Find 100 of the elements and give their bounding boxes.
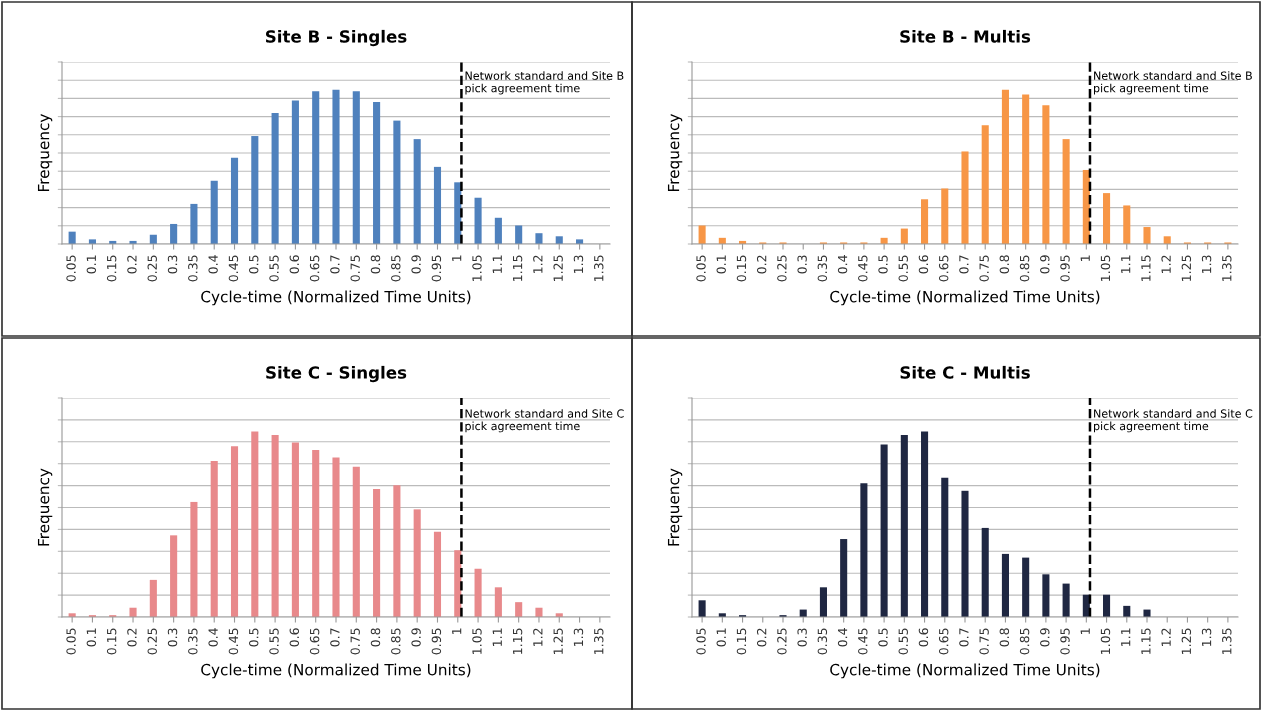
x-tick-label: 0.05 [66,628,76,655]
x-tick-label: 1.35 [1222,255,1232,281]
x-axis-title: Cycle-time (Normalized Time Units) [830,663,1100,679]
x-tick-label: 0.65 [309,628,320,655]
chart-title: Site C - Singles [266,365,407,383]
y-axis-title: Frequency [37,114,53,191]
x-tick-label: 1.15 [513,628,523,654]
x-tick-label: 0.3 [797,628,807,647]
x-tick-label: 0.5 [878,255,888,274]
x-tick-label: 0.95 [431,628,442,655]
x-tick-label: 0.45 [858,255,868,282]
x-tick-label: 1.15 [1141,255,1151,281]
x-tick-label: 1.1 [492,255,502,273]
x-tick-label: 0.75 [979,628,989,655]
x-tick-label: 0.9 [1040,255,1050,274]
x-tick-label: 1.35 [1222,628,1232,654]
x-tick-label: 0.55 [898,628,908,655]
x-tick-label: 0.7 [959,255,969,274]
x-axis-title: Cycle-time (Normalized Time Units) [830,290,1100,306]
x-tick-label: 0.8 [999,628,1010,647]
x-tick-label: 0.5 [248,628,259,647]
x-tick-label: 1.05 [1100,255,1111,281]
x-tick-label: 0.15 [736,628,747,655]
x-tick-label: 0.75 [350,255,360,282]
x-tick-label: 0.8 [999,255,1010,274]
x-tick-label: 1.3 [1201,255,1212,273]
x-tick-label: 0.55 [898,255,908,282]
x-axis-title: Cycle-time (Normalized Time Units) [201,290,471,306]
x-tick-label: 1.35 [594,628,604,654]
x-tick-label: 0.45 [858,628,868,655]
x-tick-label: 1 [452,255,462,261]
x-tick-label: 0.6 [918,628,929,647]
x-tick-label: 0.8 [370,628,381,647]
x-tick-label: 1.05 [472,628,482,654]
x-tick-label: 0.25 [777,255,787,282]
x-tick-label: 1.15 [513,255,523,281]
x-tick-label: 0.85 [1019,255,1030,282]
x-tick-label: 0.6 [289,255,300,274]
x-tick-label: 1.1 [1121,255,1131,273]
x-tick-label: 1.05 [1100,628,1111,654]
x-axis-title: Cycle-time (Normalized Time Units) [201,663,471,679]
x-tick-label: 0.25 [777,628,787,655]
x-tick-label: 1.2 [533,255,543,273]
x-tick-label: 0.35 [817,255,828,282]
x-tick-label: 0.65 [309,255,320,282]
x-tick-label: 0.2 [756,628,767,647]
x-tick-label: 1.1 [1121,628,1131,646]
x-tick-label: 1.3 [573,255,584,273]
x-tick-label: 0.4 [837,628,848,647]
x-tick-label: 0.9 [411,628,421,647]
x-tick-label: 1.3 [1201,628,1212,646]
x-tick-label: 1 [1080,628,1090,634]
x-tick-label: 0.1 [86,628,97,647]
x-tick-label: 0.45 [228,255,239,282]
x-tick-label: 0.25 [147,628,157,655]
x-tick-label: 0.5 [878,628,888,647]
x-tick-label: 0.45 [228,628,239,655]
y-axis-title: Frequency [37,468,53,546]
x-tick-label: 0.4 [208,628,218,647]
x-tick-label: 0.8 [370,255,381,274]
x-tick-label: 0.3 [167,255,178,274]
x-tick-label: 0.75 [979,255,989,282]
x-tick-label: 0.4 [208,255,218,274]
x-tick-label: 0.7 [330,255,340,274]
x-tick-label: 0.65 [938,628,949,655]
ref-line-label: Network standard and Site B pick agreement time [1094,71,1252,95]
x-tick-label: 0.85 [1019,628,1030,655]
x-tick-label: 0.1 [716,628,726,647]
x-tick-label: 0.9 [411,255,421,274]
x-tick-label: 0.6 [289,628,300,647]
ref-line-label: Network standard and Site C pick agreement time [1094,409,1253,433]
y-axis-title: Frequency [667,468,683,546]
y-axis-title: Frequency [667,114,683,191]
x-tick-label: 1.2 [1161,255,1171,273]
x-tick-label: 0.85 [391,628,401,655]
x-tick-label: 1.2 [533,628,543,646]
x-tick-label: 0.1 [86,255,97,274]
chart-title: Site B - Singles [265,29,407,47]
x-tick-label: 0.95 [431,255,442,282]
x-tick-label: 1.25 [553,255,563,281]
ref-line-label: Network standard and Site C pick agreement time [465,409,624,433]
x-tick-label: 1.1 [492,628,502,646]
x-tick-label: 0.65 [938,255,949,282]
x-tick-label: 0.75 [350,628,360,655]
x-tick-label: 0.15 [736,255,747,282]
x-tick-label: 1.2 [1161,628,1171,646]
x-tick-label: 1.15 [1141,628,1151,654]
x-tick-label: 0.6 [918,255,929,274]
chart-title: Site C - Multis [900,365,1030,379]
x-tick-label: 0.5 [248,255,259,274]
x-tick-label: 0.7 [959,628,969,647]
x-tick-label: 0.3 [797,255,807,274]
x-tick-label: 0.35 [817,628,828,655]
x-tick-label: 0.2 [127,255,137,274]
x-tick-label: 1.25 [553,628,563,654]
x-tick-label: 0.35 [188,255,198,282]
x-tick-label: 0.25 [147,255,157,282]
x-tick-label: 0.9 [1040,628,1050,647]
x-tick-label: 0.3 [167,628,178,647]
x-tick-label: 0.95 [1060,628,1070,655]
